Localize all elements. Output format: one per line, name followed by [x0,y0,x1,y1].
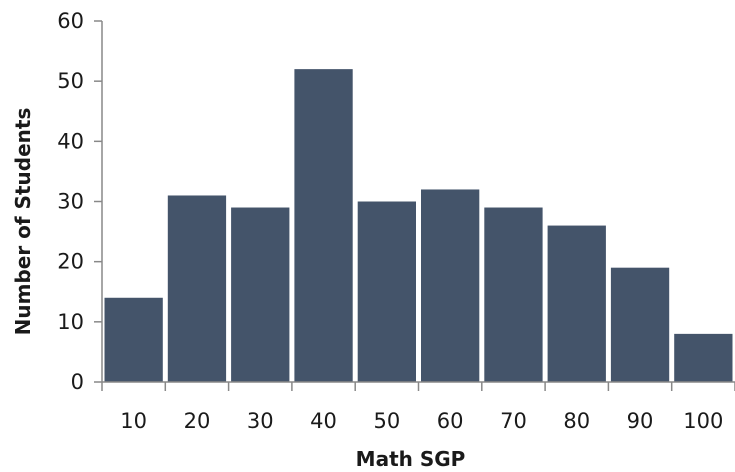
x-tick-label: 30 [247,409,274,433]
bar-100 [674,334,732,382]
y-axis-title: Number of Students [11,108,35,336]
x-tick-label: 50 [373,409,400,433]
bar-90 [611,268,669,382]
bar-30 [231,208,289,382]
x-tick-label: 90 [627,409,654,433]
y-tick-label: 40 [57,129,84,153]
bars [105,69,733,382]
x-tick-label: 20 [184,409,211,433]
y-tick-label: 0 [71,370,84,394]
x-tick-label: 60 [437,409,464,433]
bar-50 [358,202,416,383]
x-tick-label: 100 [683,409,723,433]
x-axis-title: Math SGP [356,447,466,471]
x-tick-label: 10 [120,409,147,433]
bar-70 [484,208,542,382]
x-tick-label: 40 [310,409,337,433]
bar-20 [168,195,226,382]
x-tick-label: 70 [500,409,527,433]
y-tick-label: 30 [57,190,84,214]
x-axis-ticks: 10 20 30 40 50 60 70 80 90 100 [102,382,735,433]
y-tick-label: 50 [57,69,84,93]
bar-10 [105,298,163,382]
bar-60 [421,189,479,382]
y-tick-label: 10 [57,310,84,334]
bar-40 [294,69,352,382]
y-tick-label: 60 [57,9,84,33]
y-tick-label: 20 [57,250,84,274]
y-axis-ticks: 0 10 20 30 40 50 60 [57,9,102,394]
bar-80 [548,226,606,382]
x-tick-label: 80 [563,409,590,433]
